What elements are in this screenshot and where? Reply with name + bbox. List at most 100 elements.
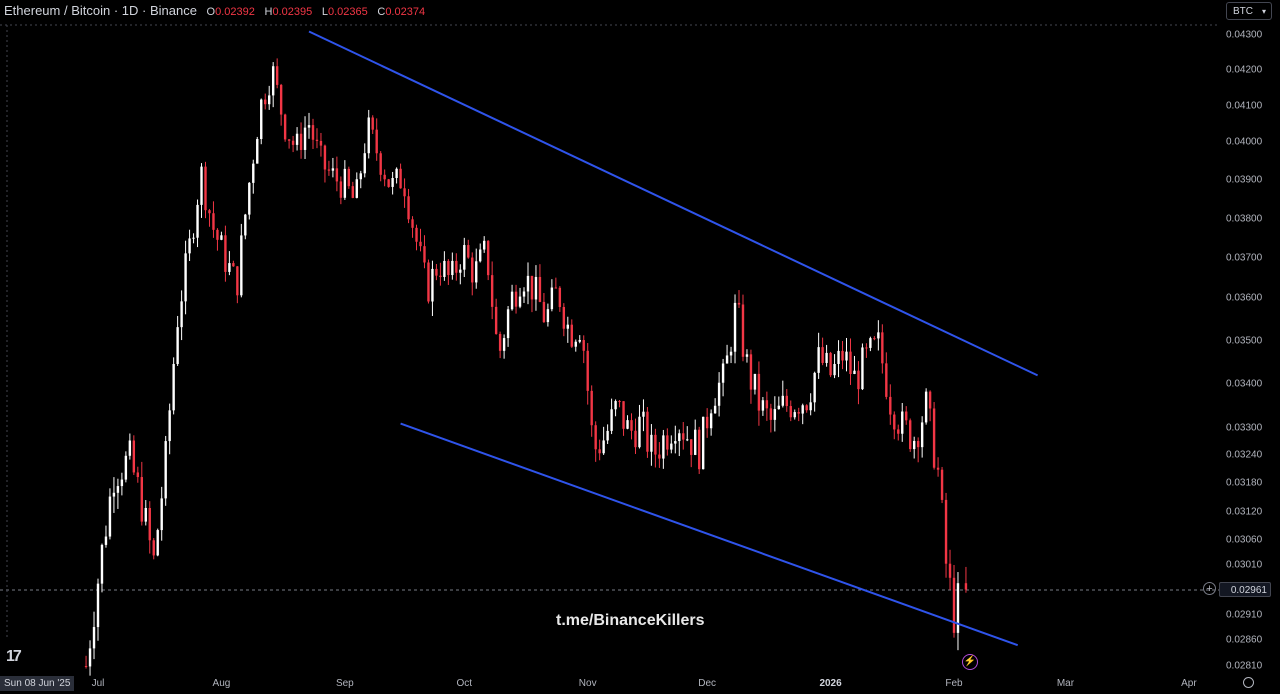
candle-body <box>419 241 422 247</box>
candle-body <box>956 583 960 633</box>
trendline <box>308 30 1039 377</box>
candle-body <box>455 260 458 273</box>
add-alert-plus-icon[interactable]: + <box>1203 582 1216 595</box>
candle-body <box>399 168 402 189</box>
candle-body <box>379 153 382 175</box>
candle-body <box>920 422 924 448</box>
candle-body <box>682 433 685 440</box>
candle-body <box>252 163 255 183</box>
candle-body <box>423 246 426 263</box>
candle-body <box>586 350 589 391</box>
x-tick-label: Sep <box>335 678 354 689</box>
candle-body <box>737 302 741 305</box>
candles-group <box>84 58 968 676</box>
candle-body <box>323 145 327 170</box>
candle-body <box>375 129 378 154</box>
candle-body <box>670 443 673 450</box>
candle-body <box>172 363 175 411</box>
candle-body <box>148 507 151 541</box>
candle-body <box>701 416 705 470</box>
x-tick-label: Apr <box>1181 678 1197 689</box>
candle-body <box>829 352 832 376</box>
candle-body <box>857 370 860 390</box>
candle-body <box>761 400 765 411</box>
y-tick-label: 0.03120 <box>1226 506 1263 518</box>
candle-body <box>964 583 968 590</box>
candle-body <box>582 340 585 351</box>
currency-select[interactable]: BTC ▾ <box>1226 2 1272 20</box>
candle-body <box>697 429 701 470</box>
candle-body <box>275 66 279 85</box>
candle-body <box>566 324 570 329</box>
candle-body <box>558 287 562 308</box>
high-value: 0.02395 <box>272 6 313 18</box>
candle-body <box>96 583 100 628</box>
candle-body <box>924 391 928 423</box>
candle-body <box>391 178 394 187</box>
candle-body <box>490 275 494 307</box>
settings-gear-icon[interactable] <box>1243 677 1254 688</box>
candle-body <box>168 410 171 442</box>
candle-body <box>140 477 143 522</box>
candle-body <box>506 309 510 339</box>
candle-body <box>315 139 319 141</box>
candle-body <box>120 479 124 487</box>
candle-body <box>216 229 219 240</box>
candle-body <box>614 401 617 410</box>
candle-body <box>785 395 788 407</box>
candle-body <box>546 309 550 323</box>
candle-body <box>622 401 625 429</box>
last-price-badge: 0.02961 <box>1219 582 1271 597</box>
candle-body <box>602 440 605 454</box>
x-tick-label: Jul <box>91 678 105 689</box>
x-tick-label: Aug <box>212 678 231 689</box>
candle-body <box>367 117 370 154</box>
candle-body <box>248 182 251 215</box>
crosshair-date-badge: Sun 08 Jun '25 <box>0 676 75 691</box>
candle-body <box>725 355 729 364</box>
candle-body <box>335 168 339 182</box>
y-tick-label: 0.04200 <box>1226 64 1263 76</box>
candle-body <box>901 411 904 434</box>
candle-body <box>845 351 848 361</box>
y-tick-label: 0.03400 <box>1226 378 1263 390</box>
candle-body <box>674 441 677 444</box>
candle-body <box>184 253 187 302</box>
candle-body <box>634 430 637 448</box>
candle-body <box>192 237 195 239</box>
candle-body <box>407 196 410 220</box>
x-tick-label: Mar <box>1056 678 1075 689</box>
candle-body <box>769 408 773 420</box>
candle-body <box>781 395 784 406</box>
chart-header: Ethereum / Bitcoin · 1D · Binance O 0.023… <box>4 3 425 18</box>
candle-body <box>371 117 374 130</box>
open-label: O <box>206 6 216 18</box>
candle-body <box>873 338 876 340</box>
lightning-icon[interactable]: ⚡ <box>962 654 978 670</box>
candle-body <box>494 306 498 334</box>
candle-body <box>642 411 645 417</box>
candle-body <box>268 95 271 105</box>
x-tick-label: Nov <box>578 678 597 689</box>
trendline <box>400 422 1019 647</box>
candle-body <box>849 351 852 375</box>
candle-body <box>498 333 502 351</box>
candle-body <box>662 435 665 459</box>
candle-body <box>638 416 641 448</box>
tradingview-logo-icon[interactable]: 17 <box>6 648 22 665</box>
x-tick-label: Dec <box>698 678 717 689</box>
candle-body <box>594 425 597 450</box>
candle-body <box>721 363 725 383</box>
candle-body <box>773 409 777 420</box>
y-tick-label: 0.03010 <box>1226 559 1263 571</box>
candle-body <box>948 563 952 578</box>
y-tick-label: 0.03700 <box>1226 252 1263 264</box>
candle-body <box>809 402 812 411</box>
symbol-title[interactable]: Ethereum / Bitcoin · 1D · Binance <box>4 3 197 18</box>
y-tick-label: 0.02910 <box>1226 609 1263 621</box>
candle-body <box>897 429 900 434</box>
candle-body <box>650 434 653 452</box>
candle-body <box>789 406 792 418</box>
y-tick-label: 0.04000 <box>1226 136 1263 148</box>
